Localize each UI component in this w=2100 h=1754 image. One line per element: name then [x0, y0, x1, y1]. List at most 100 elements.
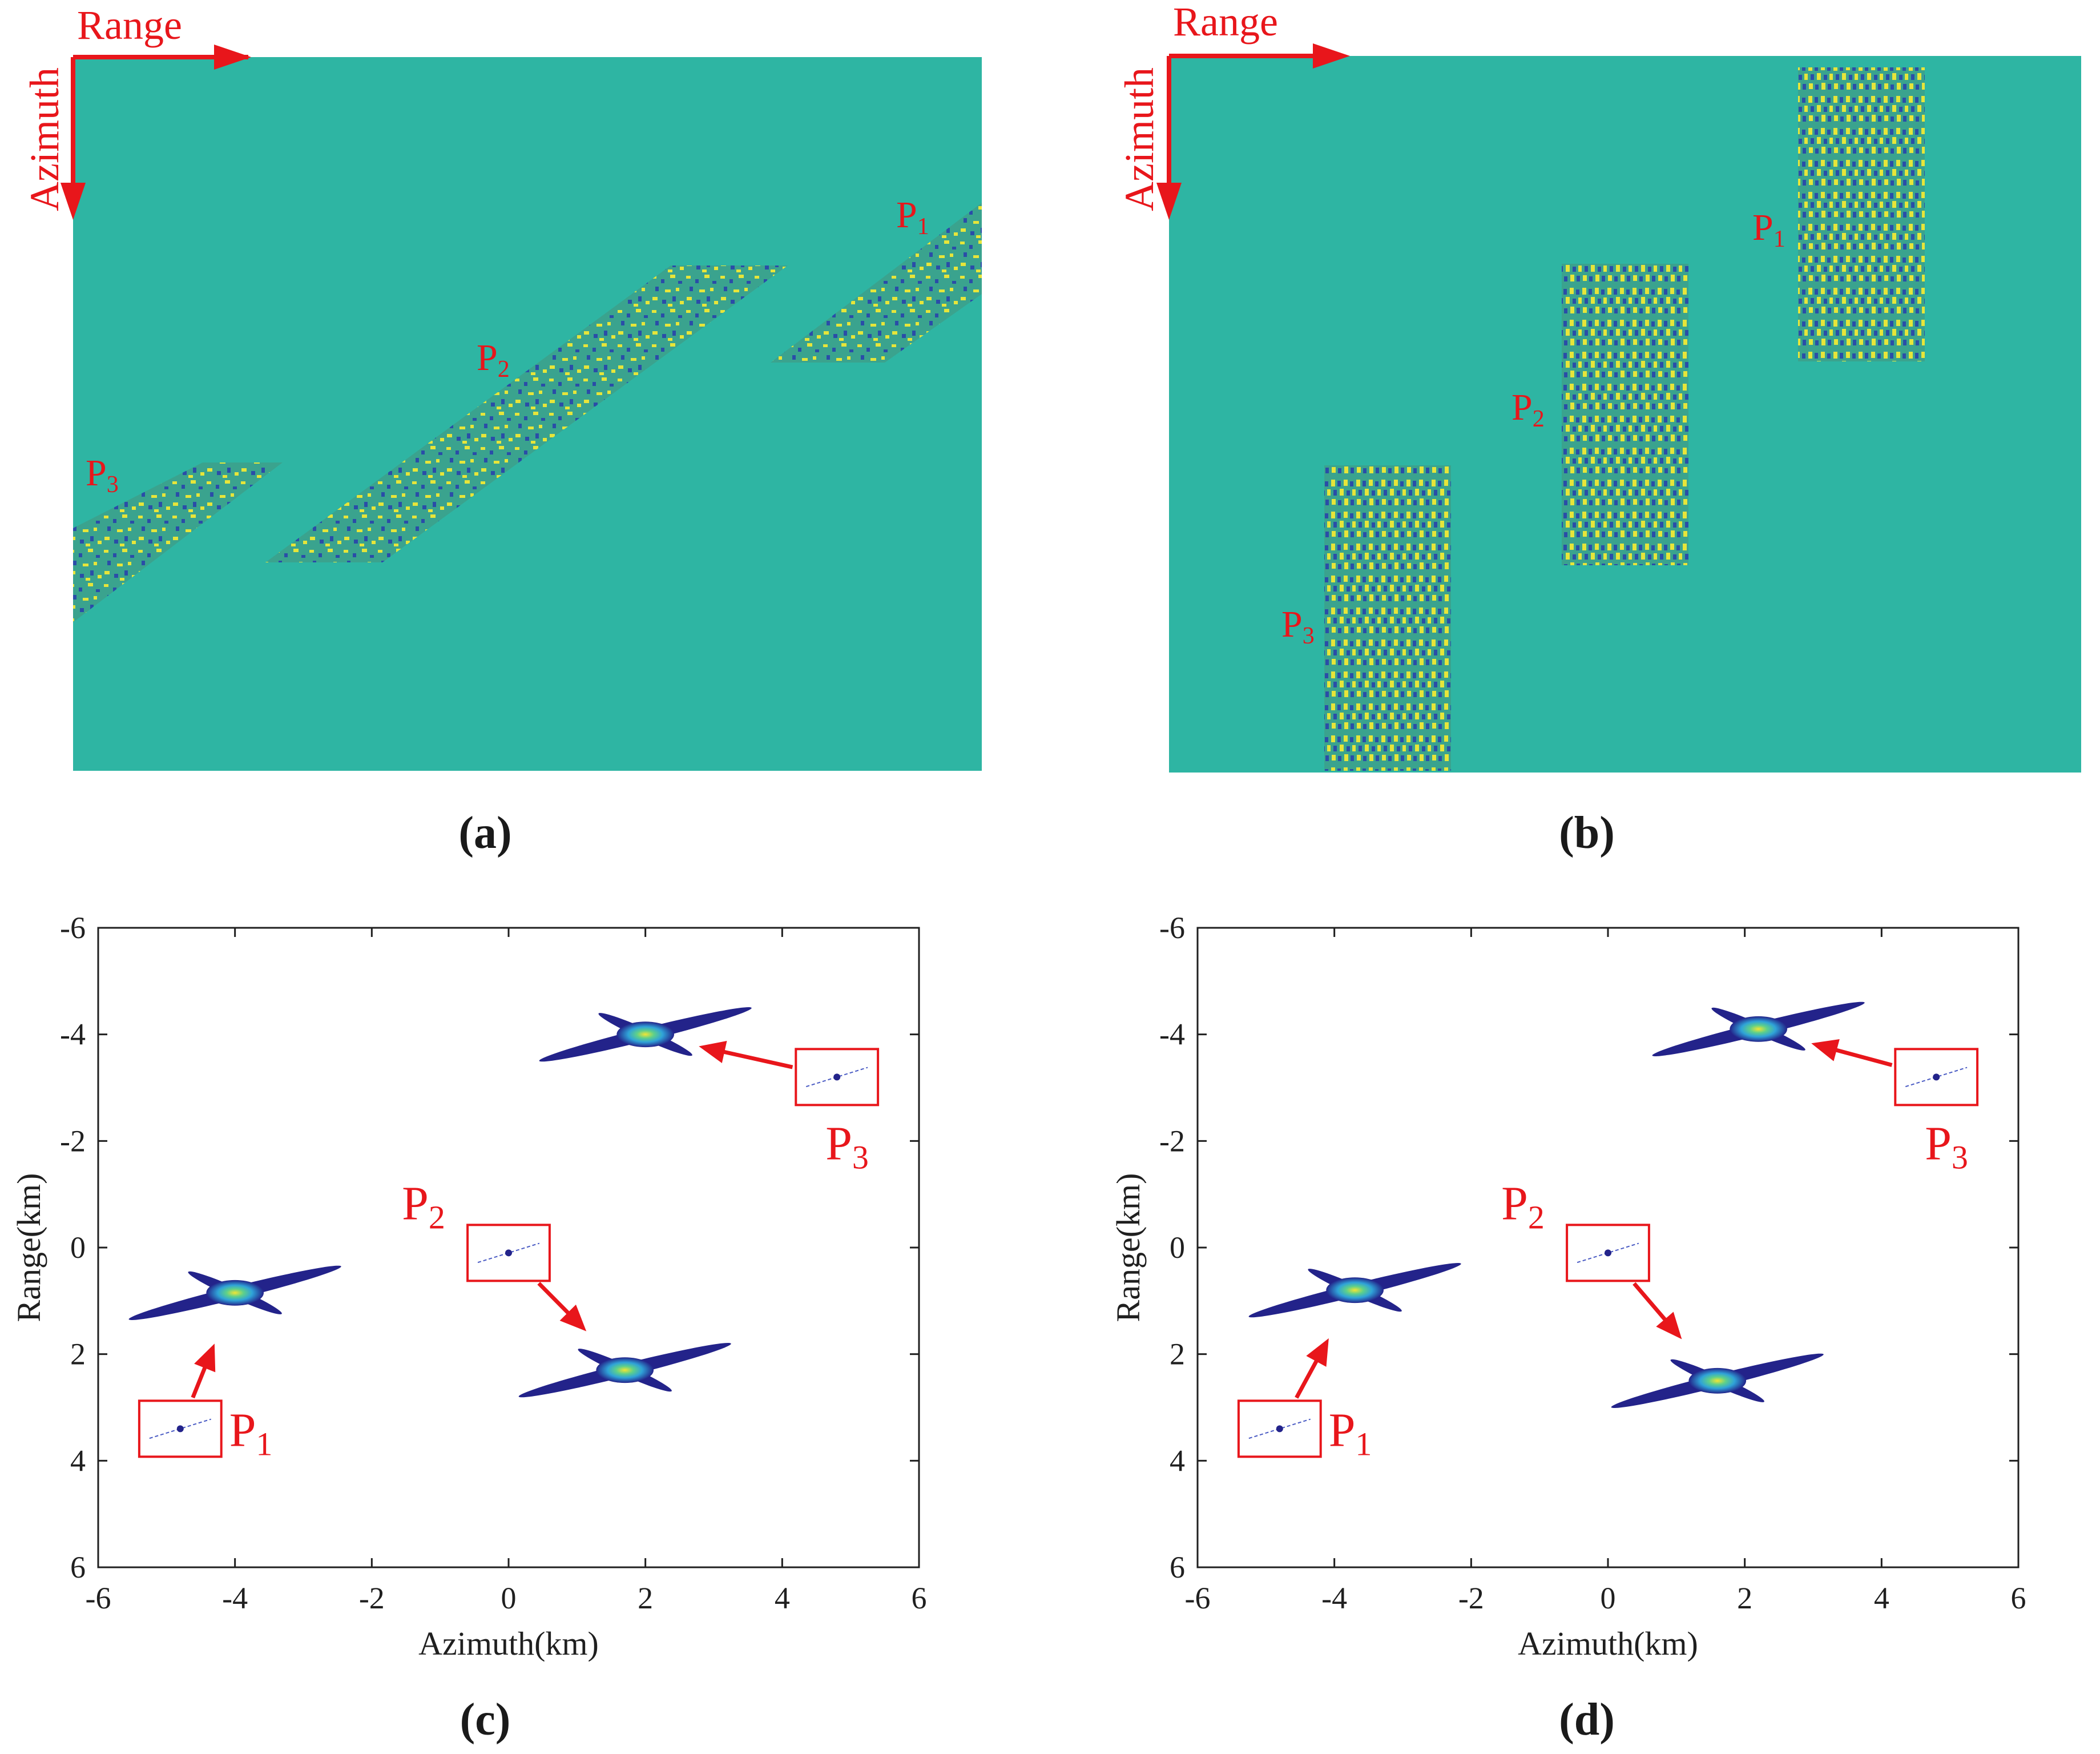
target-responses: P1 P2 P3 — [1237, 1001, 1979, 1462]
y-tick-label: -6 — [60, 911, 86, 945]
x-tick-label: -2 — [359, 1581, 385, 1615]
target-label-p2: P2 — [402, 1177, 445, 1236]
panel-b: Range Azimuth P1 P2 P3 (b) — [1116, 0, 2081, 858]
target-response-p1 — [1248, 1263, 1461, 1318]
target-label-p3: P3 — [1925, 1117, 1968, 1176]
x-tick-label: 0 — [1601, 1581, 1616, 1615]
y-tick-label: 4 — [70, 1443, 86, 1478]
panel-a-caption: (a) — [458, 808, 511, 858]
target-block-p2 — [1562, 264, 1688, 565]
y-axis-label: Range(km) — [10, 1173, 47, 1322]
y-tick-label: -2 — [60, 1124, 86, 1158]
mainlobe — [206, 1280, 264, 1306]
x-tick-label: 0 — [501, 1581, 517, 1615]
pointer-arrow-p3 — [715, 1048, 793, 1069]
pointer-arrow-head — [1656, 1312, 1682, 1339]
target-label-p3: P3 — [825, 1117, 869, 1176]
target-label-p1: P1 — [1752, 207, 1785, 252]
azimuth-arrow-head — [1156, 183, 1182, 220]
range-arrow-head — [214, 45, 251, 70]
inset-peak — [505, 1249, 512, 1257]
target-response-p3 — [1652, 1001, 1865, 1056]
x-tick-label: 4 — [775, 1581, 790, 1615]
inset-response — [477, 1242, 540, 1264]
range-label: Range — [1173, 0, 1278, 45]
y-tick-label: 0 — [70, 1230, 86, 1265]
target-label-p2: P2 — [1501, 1177, 1545, 1236]
target-block-p1 — [1798, 67, 1925, 361]
inset-response — [805, 1067, 868, 1088]
target-label-p3: P3 — [86, 452, 119, 498]
target-response-p1 — [128, 1265, 341, 1320]
inset-response — [1577, 1242, 1639, 1264]
y-tick-label: 0 — [1170, 1230, 1185, 1265]
target-label-p1: P1 — [896, 194, 929, 240]
target-label-p1: P1 — [229, 1403, 273, 1462]
inset-box-p3 — [795, 1048, 880, 1107]
y-tick-label: 6 — [70, 1550, 86, 1584]
y-tick-label: -4 — [60, 1017, 86, 1052]
pointer-arrow-head — [699, 1040, 727, 1064]
inset-peak — [1605, 1249, 1611, 1257]
pointer-arrow-p3 — [1827, 1045, 1893, 1067]
azimuth-arrow-head — [61, 183, 86, 220]
x-tick-label: 4 — [1874, 1581, 1889, 1615]
inset-peak — [1276, 1425, 1283, 1433]
x-tick-label: -4 — [1321, 1581, 1347, 1615]
pointer-arrow-head — [194, 1343, 216, 1373]
y-tick-label: -6 — [1159, 911, 1185, 945]
mainlobe — [1326, 1277, 1384, 1304]
x-tick-label: -4 — [222, 1581, 248, 1615]
mainlobe — [1730, 1016, 1787, 1042]
target-responses: P1 P2 P3 — [128, 1007, 880, 1462]
pointer-arrow-head — [1811, 1039, 1840, 1061]
y-tick-label: 2 — [70, 1337, 86, 1371]
y-tick-label: 2 — [1170, 1337, 1185, 1371]
inset-response — [149, 1418, 212, 1439]
y-tick-label: -2 — [1159, 1124, 1185, 1158]
panel-d-caption: (d) — [1559, 1695, 1615, 1745]
azimuth-label: Azimuth — [1116, 67, 1162, 211]
range-label: Range — [77, 2, 182, 48]
target-block-p3 — [1324, 465, 1451, 771]
inset-peak — [176, 1425, 184, 1433]
target-response-p2 — [1611, 1353, 1824, 1408]
x-tick-label: -6 — [1185, 1581, 1211, 1615]
inset-peak — [833, 1073, 841, 1081]
inset-peak — [1933, 1073, 1940, 1081]
target-label-p1: P1 — [1329, 1403, 1372, 1462]
panel-c-caption: (c) — [460, 1695, 511, 1745]
target-response-p3 — [539, 1007, 752, 1062]
target-strip-p3 — [73, 462, 283, 622]
target-strip-p1 — [771, 203, 982, 363]
panel-b-caption: (b) — [1559, 808, 1615, 858]
x-tick-label: 2 — [638, 1581, 653, 1615]
y-tick-label: 4 — [1170, 1443, 1185, 1478]
y-axis-label: Range(km) — [1110, 1173, 1147, 1322]
x-tick-label: -6 — [86, 1581, 111, 1615]
x-axis-label: Azimuth(km) — [418, 1625, 599, 1662]
mainlobe — [1688, 1367, 1747, 1394]
x-tick-label: 6 — [2011, 1581, 2026, 1615]
inset-response — [1248, 1418, 1311, 1439]
y-tick-label: -4 — [1159, 1017, 1185, 1052]
inset-response — [1905, 1067, 1968, 1088]
mainlobe — [596, 1357, 654, 1383]
target-strip-p2 — [265, 265, 788, 562]
target-label-p2: P2 — [477, 337, 510, 383]
y-tick-label: 6 — [1170, 1550, 1185, 1584]
pointer-arrow-head — [559, 1304, 587, 1331]
x-tick-label: -2 — [1458, 1581, 1484, 1615]
target-label-p3: P3 — [1281, 604, 1315, 649]
azimuth-label: Azimuth — [22, 67, 67, 211]
range-arrow-head — [1313, 43, 1350, 69]
x-tick-label: 2 — [1737, 1581, 1752, 1615]
target-response-p2 — [518, 1343, 731, 1398]
panel-a: Range Azimuth P1 P2 P3 (a) — [22, 2, 982, 858]
mainlobe — [616, 1021, 674, 1048]
